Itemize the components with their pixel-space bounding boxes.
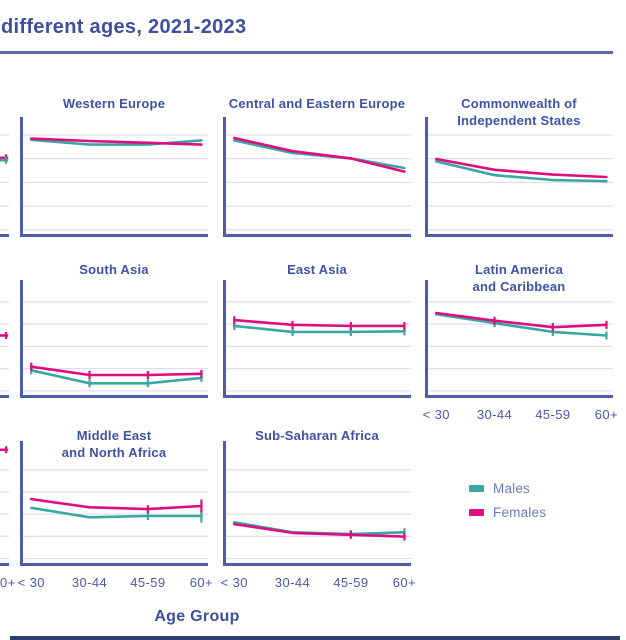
legend-label-females: Females [493, 505, 547, 520]
x-axis-title: Age Group [154, 608, 240, 625]
x-tick-label: 45-59 [130, 575, 166, 590]
x-tick-label: 30-44 [274, 575, 311, 590]
line-chart [20, 280, 208, 398]
panel-commonwealth-of-independent-states: Commonwealth of Independent States [423, 95, 615, 271]
panel-title: Commonwealth of Independent States [457, 96, 581, 128]
legend-label-males: Males [493, 481, 531, 496]
panel-title: Central and Eastern Europe [228, 96, 406, 111]
cropped-panel-sliver [0, 134, 9, 237]
panel-title: East Asia [287, 262, 347, 277]
x-tick-label: < 30 [220, 575, 248, 590]
x-tick-label: 30-44 [476, 407, 513, 422]
line-chart [223, 117, 411, 237]
bottom-divider [10, 636, 620, 640]
panel-south-asia: South Asia [18, 261, 210, 432]
x-tick-label: 30-44 [71, 575, 108, 590]
panel-title: Sub-Saharan Africa [255, 428, 379, 443]
cropped-x-tick-label: 0+ [0, 575, 16, 590]
panel-central-and-eastern-europe: Central and Eastern Europe [221, 95, 413, 271]
panel-title: South Asia [79, 262, 149, 277]
x-tick-label: < 30 [422, 407, 450, 422]
x-tick-label: 60+ [594, 407, 619, 422]
cropped-panel-sliver [0, 301, 9, 398]
x-tick-label: 60+ [189, 575, 214, 590]
panel-title: Middle East and North Africa [61, 428, 167, 460]
line-chart [223, 280, 411, 398]
page-title: different ages, 2021-2023 [1, 16, 247, 38]
line-chart [223, 441, 411, 566]
line-chart [20, 441, 208, 566]
females-color-swatch [469, 509, 484, 516]
line-chart [425, 117, 613, 237]
x-tick-label: 45-59 [333, 575, 369, 590]
line-chart [425, 280, 613, 398]
x-tick-label: < 30 [17, 575, 45, 590]
legend: Males Females [469, 481, 546, 529]
panel-title: Latin America and Caribbean [472, 262, 566, 294]
legend-item-males: Males [469, 481, 546, 496]
panel-western-europe: Western Europe [18, 95, 210, 271]
males-color-swatch [469, 485, 484, 492]
panel-title: Western Europe [62, 96, 166, 111]
header-divider [0, 51, 613, 54]
panel-middle-east-and-north-africa: Middle East and North Africa < 30 30-44 45-5… [18, 427, 213, 600]
x-tick-label: 60+ [392, 575, 417, 590]
x-tick-label: 45-59 [535, 407, 571, 422]
cropped-panel-sliver [0, 446, 9, 566]
panel-sub-saharan-africa: Sub-Saharan Africa < 30 30-44 45-59 60+ [221, 427, 416, 600]
panel-latin-america-and-caribbean: Latin America and Caribbean < 30 30-44 45-59… [423, 261, 618, 432]
line-chart [20, 117, 208, 237]
panel-east-asia: East Asia [221, 261, 413, 432]
legend-item-females: Females [469, 505, 546, 520]
